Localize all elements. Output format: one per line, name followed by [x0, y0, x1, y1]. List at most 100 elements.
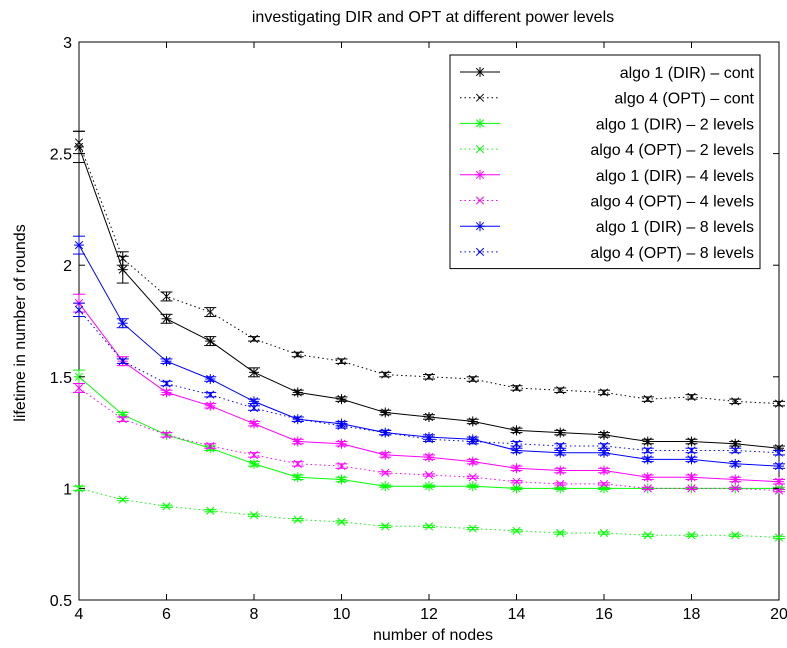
- data-point: [118, 357, 127, 366]
- data-point: [511, 425, 522, 436]
- data-point: [687, 446, 696, 455]
- data-point-marker-d2: [118, 415, 127, 424]
- data-point-marker-d2: [687, 446, 696, 455]
- data-point: [731, 484, 740, 493]
- data-point: [380, 449, 391, 460]
- data-point: [599, 388, 609, 397]
- data-point: [292, 387, 303, 398]
- data-point-marker-d2: [731, 439, 740, 448]
- data-point: [686, 436, 697, 447]
- y-tick-label: 1.5: [50, 370, 72, 387]
- data-point: [686, 472, 697, 483]
- data-point: [468, 524, 477, 533]
- data-point-marker-d2: [293, 350, 302, 359]
- data-point-marker-d2: [687, 531, 696, 540]
- data-point: [293, 515, 302, 524]
- data-point: [336, 394, 347, 405]
- data-point-marker-d2: [381, 428, 390, 437]
- data-point-marker-d2: [337, 395, 346, 404]
- data-point-marker-d2: [424, 453, 434, 462]
- data-point-marker-d2: [293, 473, 302, 482]
- series-5: [73, 382, 785, 495]
- data-point: [162, 430, 171, 439]
- data-point: [774, 476, 784, 487]
- data-point-marker-d2: [249, 397, 259, 406]
- legend-marker-d2: [475, 170, 485, 179]
- legend-item: algo 1 (DIR) – 2 levels: [460, 116, 754, 133]
- data-point-marker-d2: [293, 388, 302, 397]
- data-point: [468, 473, 477, 482]
- data-point: [162, 292, 171, 301]
- data-point-marker-d2: [774, 486, 784, 495]
- legend-box: [449, 54, 761, 270]
- x-tick-label: 4: [75, 606, 84, 623]
- data-point: [555, 447, 566, 458]
- series-line: [78, 309, 780, 454]
- legend-item: algo 4 (OPT) – 2 levels: [460, 142, 754, 159]
- data-point: [424, 452, 434, 463]
- data-point-marker-d2: [512, 477, 521, 486]
- data-point-marker-d2: [206, 401, 215, 410]
- data-point: [424, 522, 434, 531]
- data-point-marker-d2: [337, 517, 346, 526]
- data-point: [511, 483, 522, 494]
- data-point-marker-d2: [206, 374, 215, 384]
- y-tick-label: 3: [63, 35, 72, 52]
- data-point: [205, 374, 216, 385]
- data-point-marker-d2: [512, 526, 521, 535]
- data-point-marker-d2: [424, 412, 434, 422]
- legend-label: algo 1 (DIR) – 2 levels: [596, 116, 754, 133]
- data-point-marker-d2: [468, 482, 477, 491]
- data-point-marker-d2: [556, 528, 565, 538]
- data-point-marker-d2: [162, 430, 171, 439]
- data-point-marker-d2: [731, 531, 740, 540]
- legend-marker-d2: [475, 247, 485, 257]
- data-point: [599, 429, 609, 440]
- data-point: [643, 395, 652, 404]
- data-point: [74, 138, 84, 147]
- data-point: [249, 458, 259, 469]
- data-point: [206, 506, 215, 515]
- data-point-marker-d2: [731, 397, 740, 406]
- data-point: [642, 436, 653, 447]
- data-point-marker-d2: [774, 461, 784, 471]
- data-point: [731, 446, 740, 455]
- data-point: [556, 528, 565, 538]
- x-tick-label: 18: [683, 606, 701, 623]
- data-point-marker-d2: [556, 441, 565, 451]
- data-point: [731, 397, 740, 406]
- data-point: [249, 418, 259, 429]
- data-point-marker-d2: [162, 357, 171, 366]
- data-point: [599, 528, 609, 538]
- data-point-marker-d2: [293, 459, 302, 468]
- data-point: [643, 484, 652, 493]
- legend-label: algo 1 (DIR) – cont: [620, 65, 755, 82]
- data-point-marker-d2: [599, 466, 609, 475]
- data-point-marker-d2: [381, 370, 390, 379]
- data-point: [161, 356, 172, 367]
- data-point: [774, 533, 784, 542]
- data-point-marker-d2: [337, 421, 346, 431]
- data-point: [118, 254, 127, 263]
- plot-area: [73, 41, 785, 601]
- data-point-marker-d2: [381, 450, 390, 460]
- data-point-marker-d2: [556, 479, 565, 489]
- data-point-marker-d2: [424, 482, 434, 491]
- x-tick-label: 6: [162, 606, 171, 623]
- data-point-marker-d2: [74, 383, 84, 393]
- data-point-marker-d2: [643, 446, 652, 455]
- data-point: [380, 407, 391, 418]
- legend-marker-d2: [475, 119, 485, 128]
- data-point-marker-d2: [249, 450, 259, 460]
- data-point: [687, 392, 696, 401]
- data-point: [643, 531, 652, 540]
- data-point: [774, 461, 784, 472]
- series-line: [78, 487, 780, 538]
- data-point: [118, 495, 127, 504]
- data-point: [467, 456, 478, 467]
- data-point-marker-d2: [468, 374, 477, 384]
- data-point: [468, 437, 477, 446]
- data-point: [512, 477, 521, 486]
- legend-item: algo 1 (DIR) – 4 levels: [460, 168, 754, 185]
- data-point: [467, 416, 478, 427]
